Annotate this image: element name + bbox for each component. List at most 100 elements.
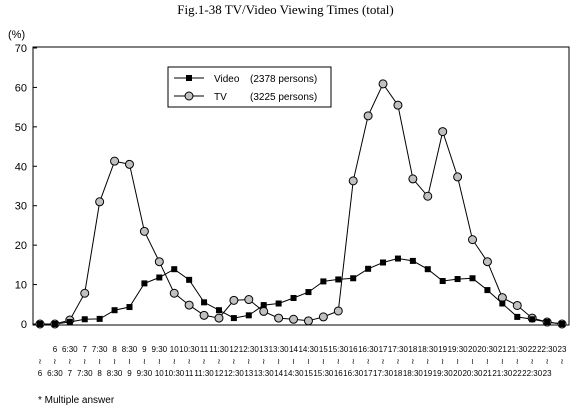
y-tick-label: 30: [15, 201, 27, 213]
x-tick-separator: ≀: [128, 357, 131, 366]
x-tick-start: 6:30: [62, 345, 78, 354]
tv-point: [289, 314, 299, 324]
x-tick-label: 15 ≀ 15:30: [313, 345, 334, 378]
x-tick-separator: ≀: [232, 357, 235, 366]
x-tick-end: 10: [155, 369, 164, 378]
tv-point: [110, 156, 120, 166]
legend-tv-name: TV: [214, 92, 227, 103]
x-tick-label: 18:30 ≀ 19: [418, 345, 439, 378]
legend-tv-note: (3225 persons): [250, 92, 317, 103]
x-tick-end: 9: [127, 369, 132, 378]
x-tick-label: 18 ≀ 18:30: [403, 345, 424, 378]
x-tick-separator: ≀: [337, 357, 340, 366]
x-tick-separator: ≀: [546, 357, 549, 366]
x-tick-separator: ≀: [173, 357, 176, 366]
x-tick-start: 14:30: [298, 345, 319, 354]
x-tick-label: 6:30 ≀ 7: [62, 345, 78, 378]
x-tick-label: 9 ≀ 9:30: [137, 345, 153, 378]
x-tick-label: 22:30 ≀ 23: [537, 345, 558, 378]
video-point: [544, 319, 551, 326]
x-tick-start: 7:30: [92, 345, 108, 354]
x-tick-start: 14: [289, 345, 298, 354]
x-tick-label: 6 ≀ 6:30: [47, 345, 63, 378]
tv-point: [95, 197, 105, 207]
video-point: [409, 257, 416, 264]
x-tick-end: 12: [215, 369, 224, 378]
x-tick-separator: ≀: [39, 357, 42, 366]
x-tick-label: 14 ≀ 14:30: [284, 345, 305, 378]
x-tick-separator: ≀: [143, 357, 146, 366]
x-tick-separator: ≀: [113, 357, 116, 366]
x-tick-separator: ≀: [322, 357, 325, 366]
x-tick-label: 16 ≀ 16:30: [343, 345, 364, 378]
x-tick-label: 21 ≀ 21:30: [492, 345, 513, 378]
x-tick-end: 20: [453, 369, 462, 378]
x-tick-end: 20:30: [462, 369, 483, 378]
video-point: [96, 315, 103, 322]
x-tick-label: 19 ≀ 19:30: [433, 345, 454, 378]
plot-frame: [32, 46, 570, 326]
series-line-video: [40, 257, 563, 325]
tv-point: [497, 293, 507, 303]
x-tick-end: 19: [423, 369, 432, 378]
x-tick-end: 14:30: [284, 369, 305, 378]
x-tick-label: 10:30 ≀ 11: [179, 345, 200, 378]
x-tick-separator: ≀: [426, 357, 429, 366]
video-point: [394, 255, 401, 262]
x-tick-end: 17: [364, 369, 373, 378]
x-tick-separator: ≀: [486, 357, 489, 366]
x-tick-separator: ≀: [471, 357, 474, 366]
tv-point: [378, 79, 388, 89]
tv-point: [348, 176, 358, 186]
y-tick-label: 0: [21, 319, 27, 331]
x-tick-start: 19:30: [448, 345, 469, 354]
tv-point: [139, 226, 149, 236]
video-point: [350, 275, 357, 282]
x-tick-start: 9:30: [152, 345, 168, 354]
x-tick-label: 8 ≀ 8:30: [107, 345, 123, 378]
x-tick-label: 19:30 ≀ 20: [448, 345, 469, 378]
x-tick-label: 13 ≀ 13:30: [254, 345, 275, 378]
x-tick-start: 10: [170, 345, 179, 354]
x-tick-start: 22:30: [537, 345, 558, 354]
tv-point: [363, 111, 373, 121]
x-tick-end: 15: [304, 369, 313, 378]
x-tick-end: 9:30: [137, 369, 153, 378]
series-lines: [40, 82, 563, 325]
tv-point: [184, 300, 194, 310]
x-tick-label: 11 ≀ 11:30: [194, 345, 214, 378]
tv-point: [124, 159, 134, 169]
legend: Video (2378 persons) TV (3225 persons): [167, 66, 332, 108]
x-tick-label: 7 ≀ 7:30: [77, 345, 93, 378]
video-point: [454, 276, 461, 283]
legend-box: [167, 66, 332, 108]
video-point: [245, 312, 252, 319]
tv-point: [333, 306, 343, 316]
x-tick-end: 6:30: [47, 369, 63, 378]
tv-point: [199, 310, 209, 320]
video-point: [365, 265, 372, 272]
tv-point: [214, 313, 224, 323]
x-tick-start: 12:30: [239, 345, 260, 354]
x-tick-label: 23 ≀: [558, 345, 567, 366]
y-tick-label: 70: [15, 43, 27, 55]
x-tick-end: 22:30: [522, 369, 543, 378]
video-point: [305, 289, 312, 296]
x-tick-end: 18:30: [403, 369, 424, 378]
x-tick-end: 10:30: [164, 369, 185, 378]
y-tick-label: 20: [15, 240, 27, 252]
x-tick-end: 23: [543, 369, 552, 378]
x-tick-separator: ≀: [382, 357, 385, 366]
x-tick-end: 11: [185, 369, 194, 378]
video-point: [380, 259, 387, 266]
x-tick-label: 16:30 ≀ 17: [358, 345, 379, 378]
video-point: [201, 299, 208, 306]
x-tick-separator: ≀: [307, 357, 310, 366]
tv-point: [169, 288, 179, 298]
x-tick-end: 6: [38, 369, 43, 378]
tv-point: [438, 127, 448, 137]
x-tick-start: 13:30: [269, 345, 290, 354]
x-tick-separator: ≀: [203, 357, 206, 366]
video-point: [156, 274, 163, 281]
